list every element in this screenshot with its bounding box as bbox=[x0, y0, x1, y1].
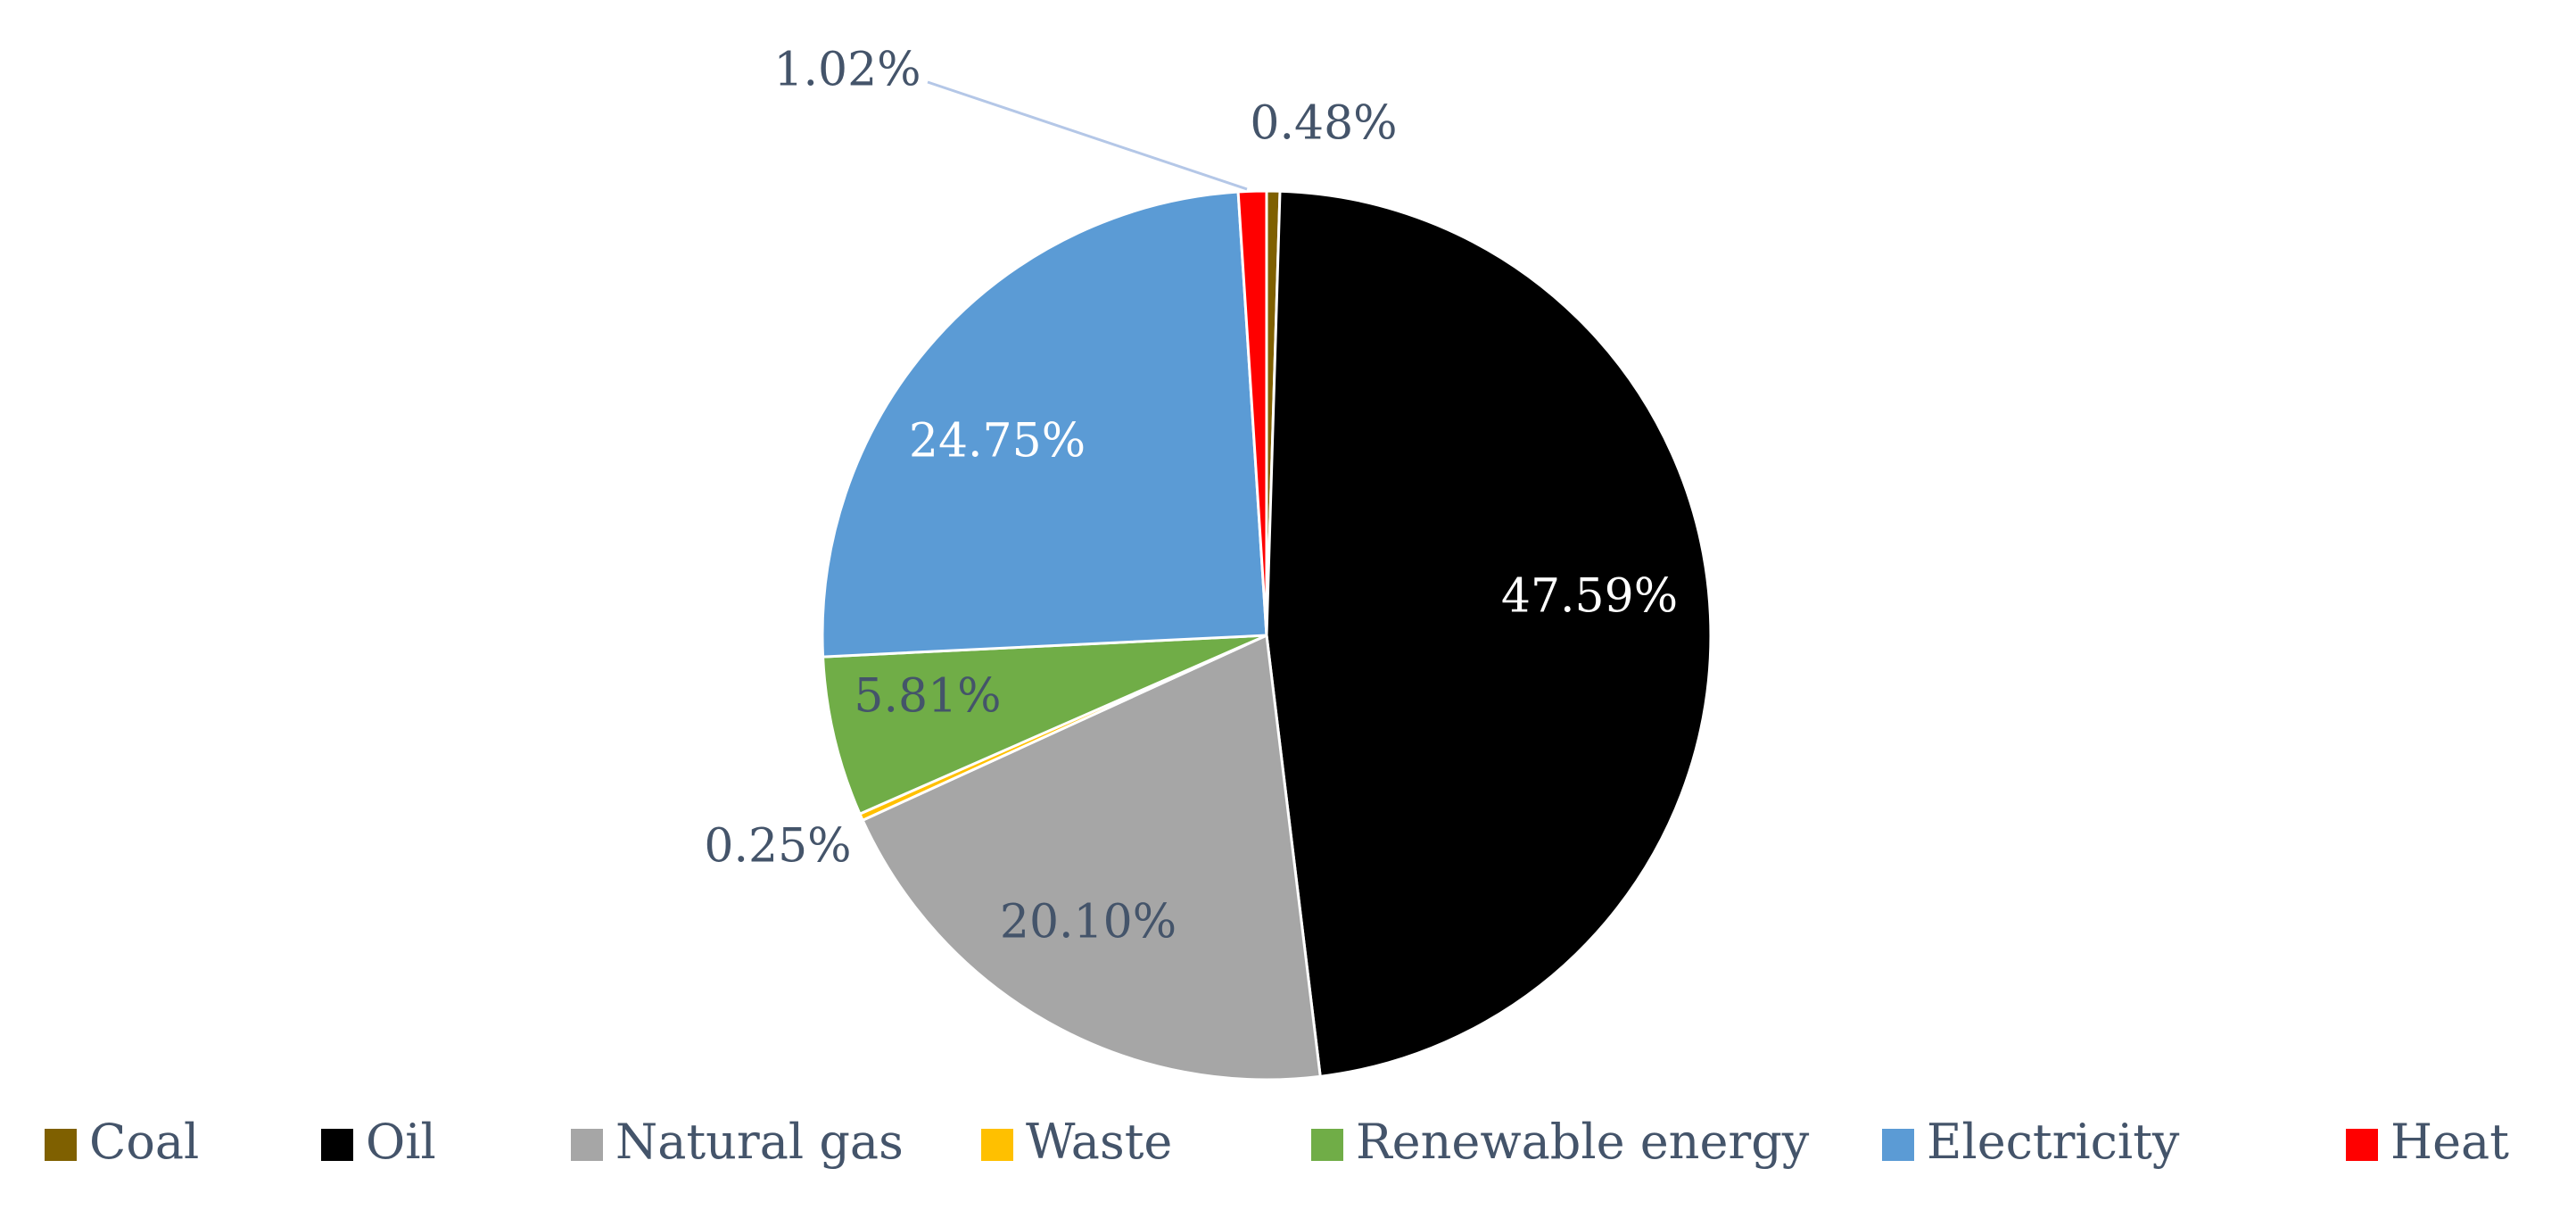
data-label-coal: 0.48% bbox=[1250, 97, 1397, 151]
legend-item-waste: Waste bbox=[981, 1114, 1172, 1170]
legend-item-coal: Coal bbox=[45, 1114, 199, 1170]
pie-slice-electricity bbox=[821, 190, 1268, 659]
legend-label-coal: Coal bbox=[89, 1114, 199, 1170]
legend-swatch-renewable-energy bbox=[1311, 1129, 1343, 1161]
legend-swatch-natural-gas bbox=[571, 1129, 603, 1161]
pie-slice-renewable-energy bbox=[822, 634, 1268, 816]
data-label-waste: 0.25% bbox=[704, 820, 851, 874]
legend-swatch-electricity bbox=[1882, 1129, 1914, 1161]
legend-item-renewable-energy: Renewable energy bbox=[1311, 1114, 1810, 1170]
legend-item-heat: Heat bbox=[2346, 1114, 2509, 1170]
leader-lines bbox=[927, 80, 1248, 191]
legend-label-natural-gas: Natural gas bbox=[615, 1114, 904, 1170]
legend-label-oil: Oil bbox=[366, 1114, 436, 1170]
pie-slices bbox=[821, 189, 1713, 1082]
legend-label-waste: Waste bbox=[1026, 1114, 1172, 1170]
legend-item-oil: Oil bbox=[321, 1114, 436, 1170]
legend-swatch-heat bbox=[2346, 1129, 2378, 1161]
data-label-natural-gas: 20.10% bbox=[1000, 896, 1177, 949]
data-label-electricity: 24.75% bbox=[909, 415, 1086, 468]
pie-slice-natural-gas bbox=[861, 634, 1322, 1082]
pie-slice-oil bbox=[1265, 189, 1713, 1078]
data-labels: 0.48% 47.59% 20.10% 0.25% 5.81% 24.75% 1.02% bbox=[704, 44, 1678, 949]
legend-label-renewable-energy: Renewable energy bbox=[1356, 1114, 1810, 1170]
leader-line-heat bbox=[927, 80, 1248, 191]
legend-label-electricity: Electricity bbox=[1927, 1114, 2180, 1170]
data-label-renewable-energy: 5.81% bbox=[854, 670, 1001, 724]
legend-swatch-waste bbox=[981, 1129, 1013, 1161]
data-label-heat: 1.02% bbox=[773, 44, 921, 97]
pie-slice-heat bbox=[1236, 189, 1268, 637]
legend: Coal Oil Natural gas Waste Renewable energy E… bbox=[45, 1114, 2509, 1170]
legend-swatch-coal bbox=[45, 1129, 77, 1161]
legend-swatch-oil bbox=[321, 1129, 353, 1161]
legend-item-natural-gas: Natural gas bbox=[571, 1114, 904, 1170]
legend-item-electricity: Electricity bbox=[1882, 1114, 2180, 1170]
data-label-oil: 47.59% bbox=[1501, 570, 1678, 624]
legend-label-heat: Heat bbox=[2390, 1114, 2509, 1170]
